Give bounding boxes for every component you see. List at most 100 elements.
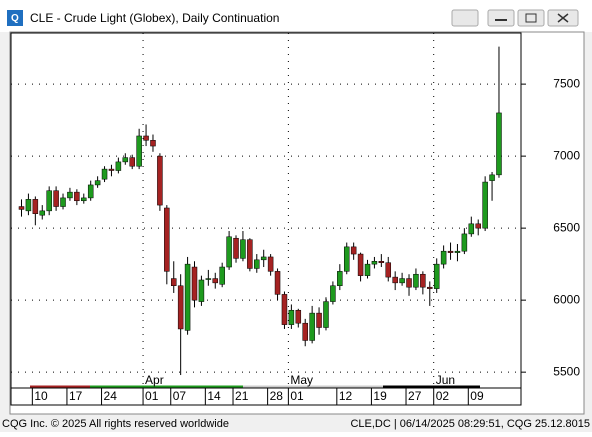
candle-body bbox=[267, 256, 274, 272]
candle-body bbox=[240, 239, 246, 259]
candle-body bbox=[295, 309, 302, 324]
candle-body bbox=[184, 263, 191, 331]
candle-body bbox=[392, 276, 398, 284]
x-tick-label: 12 bbox=[339, 389, 353, 403]
candle-body bbox=[274, 271, 281, 295]
candle-body bbox=[343, 246, 350, 272]
x-tick-label: 28 bbox=[270, 389, 284, 403]
candle-body bbox=[32, 199, 39, 214]
candle-body bbox=[170, 278, 177, 286]
close-icon bbox=[557, 13, 569, 23]
y-tick-label: 7500 bbox=[553, 76, 580, 90]
x-tick-label: 17 bbox=[69, 389, 83, 403]
candle-body bbox=[136, 135, 142, 167]
x-tick-label: 24 bbox=[104, 389, 118, 403]
candle-body bbox=[177, 285, 184, 330]
candle-body bbox=[350, 246, 357, 255]
candle-body bbox=[25, 199, 32, 212]
y-tick-label: 5500 bbox=[553, 364, 580, 378]
candle-body bbox=[482, 181, 488, 229]
candle-body bbox=[115, 161, 122, 171]
candle-body bbox=[18, 206, 25, 210]
candle-body bbox=[205, 278, 212, 280]
footer-left: CQG Inc. © 2025 All rights reserved worl… bbox=[2, 418, 229, 430]
candle-body bbox=[489, 174, 495, 181]
candle-body bbox=[46, 190, 52, 212]
candle-body bbox=[413, 273, 419, 288]
candle-body bbox=[101, 168, 108, 180]
candle-body bbox=[496, 112, 502, 176]
candle-body bbox=[260, 256, 267, 261]
x-tick-label: 01 bbox=[145, 389, 159, 403]
candle-body bbox=[129, 157, 135, 167]
candle-body bbox=[53, 190, 59, 207]
x-tick-label: 02 bbox=[436, 389, 450, 403]
x-tick-label: 19 bbox=[373, 389, 387, 403]
candle-body bbox=[143, 135, 149, 141]
candle-body bbox=[316, 312, 322, 328]
candle-body bbox=[191, 266, 198, 301]
candle-body bbox=[281, 294, 288, 325]
candle-body bbox=[60, 197, 66, 207]
x-tick-label: 07 bbox=[173, 389, 187, 403]
minimize-button[interactable] bbox=[487, 9, 515, 27]
candle-body bbox=[371, 261, 378, 265]
candle-body bbox=[447, 250, 454, 253]
month-label: Jun bbox=[436, 373, 455, 387]
candle-body bbox=[323, 301, 329, 328]
candle-body bbox=[385, 262, 392, 278]
x-tick-label: 21 bbox=[235, 389, 249, 403]
x-tick-label: 27 bbox=[408, 389, 422, 403]
candle-body bbox=[226, 236, 232, 268]
candle-body bbox=[108, 168, 115, 171]
x-tick-label: 10 bbox=[34, 389, 48, 403]
candle-body bbox=[468, 223, 475, 235]
candle-body bbox=[399, 278, 405, 284]
footer-right: CLE,DC | 06/14/2025 08:29:51, CQG 25.12.… bbox=[350, 418, 590, 430]
maximize-icon bbox=[525, 13, 537, 23]
plot-area bbox=[10, 32, 522, 389]
y-tick-label: 6000 bbox=[553, 292, 580, 306]
x-tick-label: 01 bbox=[290, 389, 304, 403]
candle-body bbox=[219, 266, 225, 285]
candle-body bbox=[475, 223, 481, 229]
candle-body bbox=[254, 259, 260, 269]
candle-body bbox=[378, 261, 385, 263]
candle-body bbox=[67, 191, 73, 199]
candle-body bbox=[74, 191, 80, 202]
y-tick-label: 7000 bbox=[553, 148, 580, 162]
app-icon bbox=[7, 10, 23, 26]
candle-body bbox=[164, 207, 170, 272]
candle-body bbox=[427, 286, 433, 289]
window-title: CLE - Crude Light (Globex), Daily Contin… bbox=[30, 11, 279, 25]
candle-body bbox=[150, 140, 156, 147]
candle-body bbox=[406, 278, 412, 288]
candle-body bbox=[357, 253, 364, 276]
candle-body bbox=[39, 210, 46, 216]
candle-body bbox=[461, 233, 468, 252]
candle-body bbox=[247, 239, 253, 269]
maximize-button[interactable] bbox=[517, 9, 545, 27]
candle-body bbox=[420, 273, 426, 288]
candle-body bbox=[337, 271, 343, 286]
candle-body bbox=[330, 285, 336, 302]
candle-body bbox=[364, 263, 371, 276]
app-icon-letter: Q bbox=[11, 13, 19, 24]
link-button[interactable] bbox=[451, 9, 479, 27]
candle-body bbox=[454, 250, 461, 253]
candle-body bbox=[157, 155, 163, 206]
candle-body bbox=[94, 180, 101, 186]
month-label: May bbox=[290, 373, 313, 387]
candle-body bbox=[309, 312, 315, 341]
candle-body bbox=[198, 279, 205, 302]
candle-body bbox=[122, 157, 129, 163]
y-tick-label: 6500 bbox=[553, 220, 580, 234]
candle-body bbox=[87, 184, 94, 199]
candle-body bbox=[233, 237, 239, 259]
candle-body bbox=[81, 197, 87, 202]
candle-body bbox=[288, 309, 295, 325]
x-axis-strip bbox=[10, 387, 522, 406]
month-label: Apr bbox=[145, 373, 164, 387]
x-tick-label: 14 bbox=[207, 389, 221, 403]
